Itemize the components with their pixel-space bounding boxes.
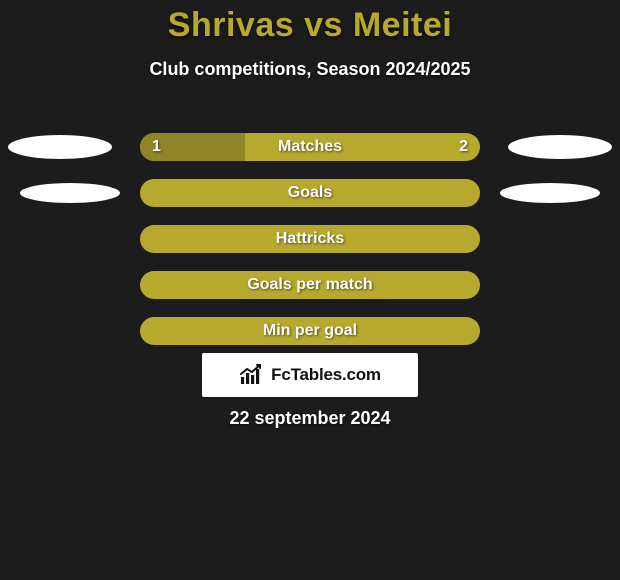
stat-bar-label: Min per goal — [140, 322, 480, 340]
stat-bar-left-fill — [140, 133, 245, 161]
stat-bar: Hattricks — [140, 225, 480, 253]
stat-value-right: 2 — [459, 138, 468, 156]
brand-card[interactable]: FcTables.com — [202, 353, 418, 397]
stat-bar-label: Goals — [140, 184, 480, 202]
stat-bar: Min per goal — [140, 317, 480, 345]
stat-row: Hattricks — [0, 216, 620, 262]
page-title: Shrivas vs Meitei — [0, 0, 620, 45]
brand-text: FcTables.com — [271, 365, 381, 385]
stat-bar: Goals — [140, 179, 480, 207]
stat-row: Goals per match — [0, 262, 620, 308]
stat-row: Goals — [0, 170, 620, 216]
stat-bar: Goals per match — [140, 271, 480, 299]
date-line: 22 september 2024 — [0, 408, 620, 429]
stat-row: Min per goal — [0, 308, 620, 354]
stat-bar-label: Hattricks — [140, 230, 480, 248]
player-right-marker — [500, 183, 600, 203]
stat-row: Matches12 — [0, 124, 620, 170]
stat-bar-label: Goals per match — [140, 276, 480, 294]
subtitle: Club competitions, Season 2024/2025 — [0, 59, 620, 80]
stats-card: Shrivas vs Meitei Club competitions, Sea… — [0, 0, 620, 580]
brand-chart-icon — [239, 364, 265, 386]
stat-rows: Matches12 Goals Hattricks Goals per match Mi… — [0, 124, 620, 354]
player-left-marker — [20, 183, 120, 203]
player-left-marker — [8, 135, 112, 159]
stat-bar: Matches12 — [140, 133, 480, 161]
player-right-marker — [508, 135, 612, 159]
